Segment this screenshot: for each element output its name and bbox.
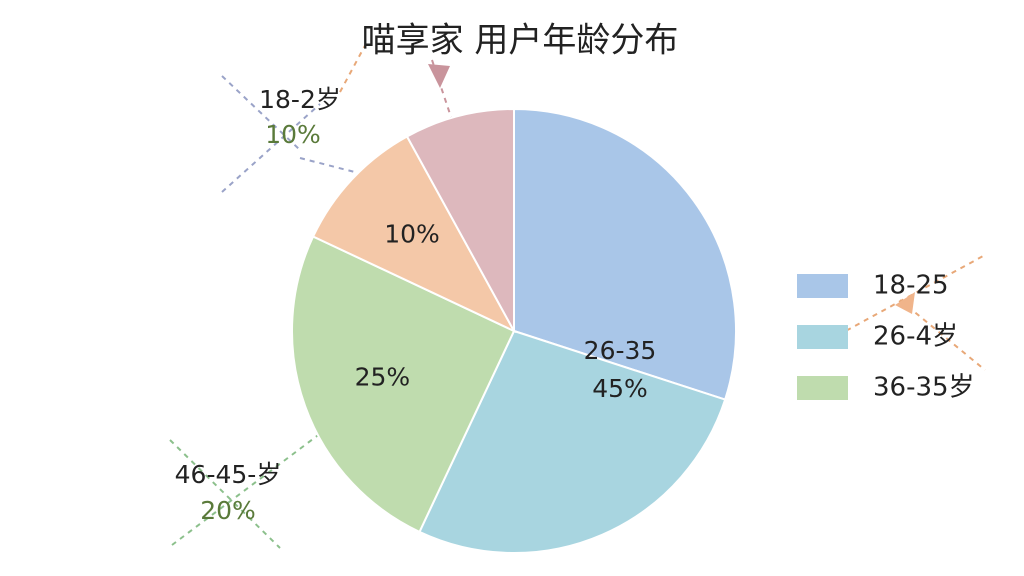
pie-slice (311, 135, 517, 334)
chart-title: 喵享家 用户年龄分布 (362, 21, 679, 61)
legend-label: 26-4岁 (873, 322, 958, 352)
legend-swatch (797, 325, 848, 349)
pie-slice (418, 329, 727, 554)
pie-slice (291, 235, 516, 534)
annotation-label: 46-45-岁 (175, 460, 282, 489)
slice-label: 25% (355, 362, 411, 391)
legend-label: 36-35岁 (873, 373, 975, 403)
annotation-value: 45% (592, 374, 648, 403)
annotation-label: 18-2岁 (259, 85, 341, 114)
slice-label: 10% (384, 219, 440, 248)
pie-slice (405, 107, 515, 332)
legend-swatch (797, 274, 848, 298)
legend-label: 18-25 (873, 271, 949, 301)
annotation-label: 26-35 (584, 336, 657, 365)
annotation-value: 20% (200, 496, 256, 525)
legend-swatch (797, 376, 848, 400)
pie-slice (513, 107, 737, 401)
annotation-value: 10% (265, 120, 321, 149)
